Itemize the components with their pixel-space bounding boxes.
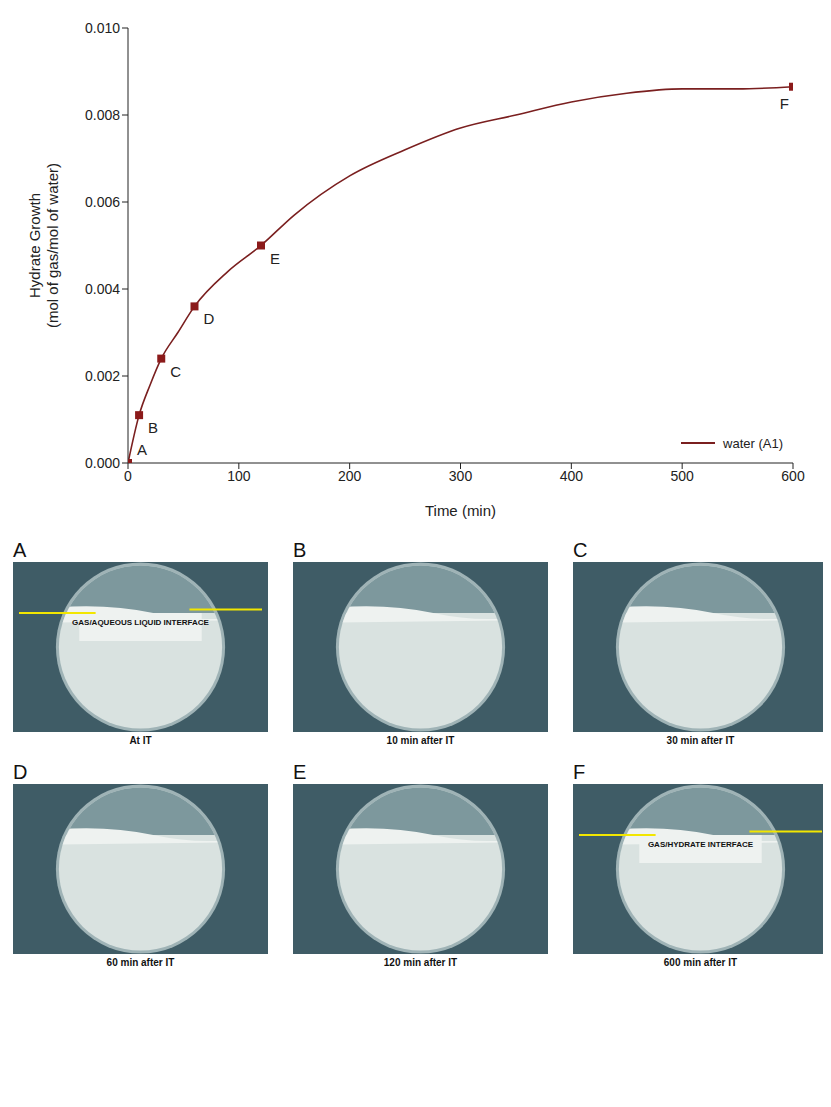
svg-text:0.000: 0.000 [85,455,120,471]
html-text:C: C [573,539,588,561]
svg-text:300: 300 [449,468,473,484]
svg-text:Time (min): Time (min) [425,502,496,519]
html-text:F: F [573,761,586,783]
html-text:30 min after IT: 30 min after IT [666,735,735,746]
html-text:60 min after IT: 60 min after IT [106,957,175,968]
svg-text:E: E [270,250,280,267]
svg-text:B: B [148,419,158,436]
svg-text:0: 0 [124,468,132,484]
html-text:120 min after IT: 120 min after IT [383,957,458,968]
html-text:water (A1): water (A1) [723,435,783,451]
svg-text:Hydrate Growth(mol of gas/mol: Hydrate Growth(mol of gas/mol of water) [26,163,61,328]
svg-text:0.004: 0.004 [85,281,120,297]
svg-text:0.010: 0.010 [85,20,120,36]
html-text:600 min after IT: 600 min after IT [663,957,738,968]
svg-text:600: 600 [781,468,805,484]
svg-text:100: 100 [227,468,251,484]
svg-text:D: D [204,310,215,327]
svg-text:400: 400 [560,468,584,484]
svg-text:A: A [137,441,147,458]
svg-text:0.008: 0.008 [85,107,120,123]
html-text:A: A [13,539,27,561]
html-text:E: E [293,761,307,783]
svg-text:GAS/HYDRATE INTERFACE: GAS/HYDRATE INTERFACE [648,840,754,849]
svg-text:F: F [780,95,789,112]
svg-text:200: 200 [338,468,362,484]
svg-text:0.002: 0.002 [85,368,120,384]
html-text:10 min after IT: 10 min after IT [386,735,455,746]
svg-text:0.006: 0.006 [85,194,120,210]
html-text:B: B [293,539,307,561]
svg-text:500: 500 [670,468,694,484]
svg-text:GAS/AQUEOUS LIQUID INTERFACE: GAS/AQUEOUS LIQUID INTERFACE [72,618,210,627]
svg-text:C: C [170,363,181,380]
html-text:At IT: At IT [129,735,152,746]
html-text:D: D [13,761,28,783]
